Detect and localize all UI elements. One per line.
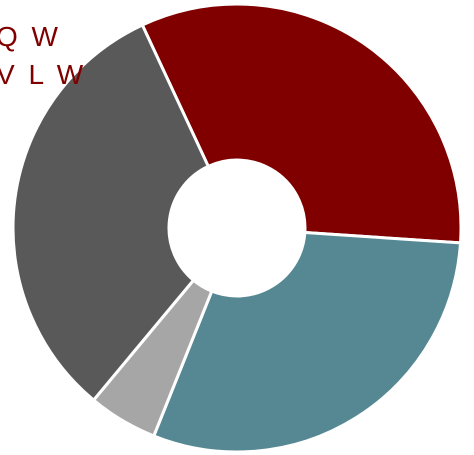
donut-slice-4 — [11, 22, 211, 403]
label-line-1: Q W — [0, 21, 61, 52]
label-line-2: V L W — [0, 59, 86, 90]
donut-slices — [11, 2, 463, 454]
donut-slice-1 — [140, 2, 463, 245]
donut-slice-2 — [151, 230, 463, 454]
